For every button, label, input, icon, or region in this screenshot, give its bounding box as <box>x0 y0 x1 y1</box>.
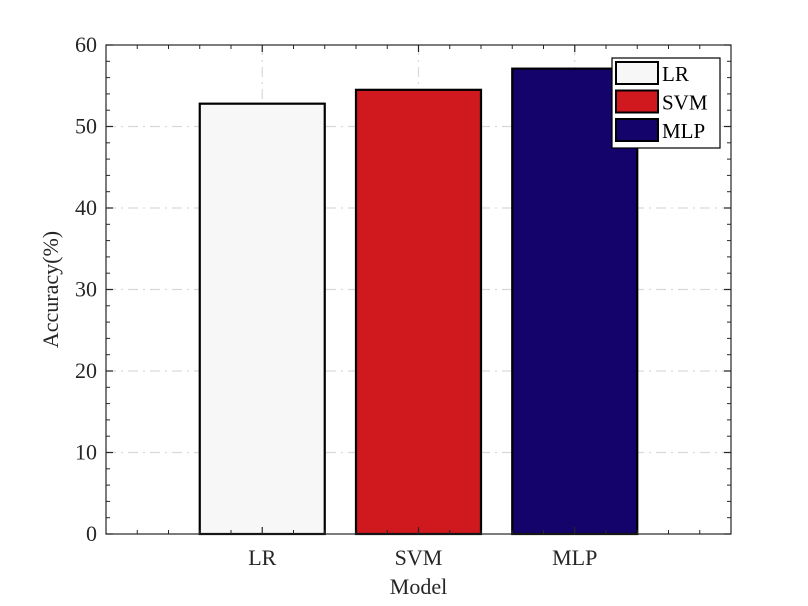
x-tick-labels: LR SVM MLP <box>248 545 597 570</box>
legend-swatch <box>615 61 659 85</box>
legend-swatch <box>615 89 659 114</box>
legend-label: LR <box>662 62 689 86</box>
axis-ticks <box>106 44 731 535</box>
y-tick-labels: 0 10 20 30 40 50 60 <box>75 32 97 546</box>
y-tick-label: 60 <box>75 32 97 57</box>
x-axis-title: Model <box>390 574 447 599</box>
y-tick-label: 20 <box>75 358 97 383</box>
legend-swatch <box>615 118 659 142</box>
legend-label: MLP <box>662 119 705 143</box>
y-tick-label: 0 <box>86 521 97 546</box>
x-tick-label: SVM <box>395 545 443 570</box>
bar-svm <box>354 88 483 536</box>
y-tick-label: 30 <box>75 277 97 302</box>
legend-label: SVM <box>662 91 708 115</box>
legend: LR SVM MLP <box>611 57 721 149</box>
x-tick-label: MLP <box>552 545 597 570</box>
y-axis-title: Accuracy(%) <box>38 231 63 348</box>
bar-lr <box>198 102 326 536</box>
y-tick-label: 50 <box>75 114 97 139</box>
x-tick-label: LR <box>248 545 276 570</box>
y-tick-label: 10 <box>75 440 97 465</box>
bars <box>198 67 639 536</box>
y-tick-label: 40 <box>75 195 97 220</box>
